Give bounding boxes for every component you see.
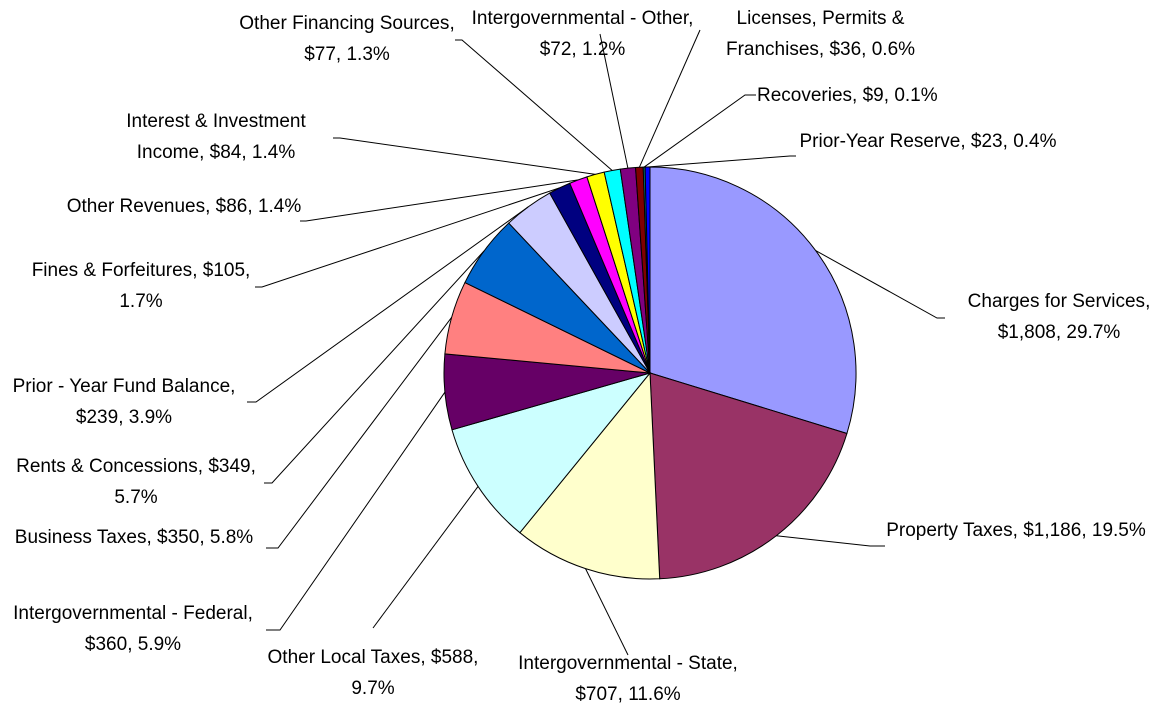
data-label: Fines & Forfeitures, $105, 1.7% [31, 260, 251, 312]
label-category: Business Taxes [14, 527, 147, 548]
label-category: Intergovernmental - Other [471, 8, 689, 29]
data-label: Interest & Investment Income, $84, 1.4% [126, 111, 306, 163]
pie-slice [451, 372, 652, 534]
data-label: Intergovernmental - Federal, $360, 5.9% [13, 603, 253, 655]
label-percent: 0.4% [1013, 131, 1057, 152]
data-label: Other Local Taxes, $588, 9.7% [267, 647, 479, 699]
label-category: Other Local Taxes [267, 647, 421, 668]
label-value: $77 [304, 44, 336, 65]
data-label: Prior - Year Fund Balance, $239, 3.9% [12, 376, 236, 428]
pie-slice [649, 372, 848, 580]
data-label: Intergovernmental - Other, $72, 1.2% [471, 8, 694, 60]
data-label: Licenses, Permits & Franchises, $36, 0.6… [725, 8, 916, 60]
label-percent: 1.4% [251, 142, 296, 163]
data-label: Other Revenues, $86, 1.4% [66, 196, 302, 217]
leader-line [455, 39, 613, 171]
label-category: Property Taxes [886, 520, 1013, 541]
label-value: $360 [84, 634, 128, 655]
label-value: $105 [202, 260, 246, 281]
label-percent: 11.6% [628, 684, 681, 705]
label-percent: 1.2% [581, 39, 626, 60]
label-percent: 1.7% [119, 291, 163, 312]
label-value: $1,808 [997, 322, 1056, 343]
label-value: $239 [75, 407, 119, 428]
label-category: Recoveries [757, 85, 853, 106]
leader-line [266, 317, 453, 549]
label-category: Licenses, Permits & Franchises [725, 8, 905, 60]
leader-line [266, 391, 446, 631]
label-value: $707 [575, 684, 618, 705]
leader-line [372, 486, 479, 629]
label-value: $36 [829, 39, 862, 60]
label-percent: 5.8% [209, 527, 254, 548]
data-label: Rents & Concessions, $349, 5.7% [16, 456, 256, 508]
label-category: Fines & Forfeitures [31, 260, 193, 281]
leader-line [643, 94, 756, 168]
leader-line [776, 535, 885, 547]
leader-line [647, 155, 796, 168]
pie-slice [649, 166, 857, 435]
label-category: Other Revenues [66, 196, 206, 217]
leader-line [585, 568, 629, 656]
label-percent: 3.9% [128, 407, 173, 428]
label-category: Prior-Year Reserve [799, 131, 961, 152]
label-value: $588 [430, 647, 474, 668]
pie-slice [519, 371, 661, 580]
leader-line [333, 137, 596, 175]
label-category: Other Financing Sources [239, 13, 450, 34]
label-percent: 29.7% [1066, 322, 1121, 343]
label-category: Intergovernmental - Federal [13, 603, 248, 624]
label-percent: 5.9% [137, 634, 182, 655]
label-category: Interest & Investment Income [126, 111, 306, 163]
label-value: $349 [208, 456, 251, 477]
data-label: Business Taxes, $350, 5.8% [14, 527, 254, 548]
leader-line [815, 250, 945, 319]
label-value: $86 [215, 196, 248, 217]
leader-line [599, 33, 629, 169]
leader-line [264, 250, 485, 484]
leader-line [638, 29, 701, 168]
label-percent: 0.6% [871, 39, 916, 60]
label-percent: 19.5% [1091, 520, 1146, 541]
label-value: $1,186 [1023, 520, 1082, 541]
data-label: Property Taxes, $1,186, 19.5% [886, 520, 1146, 541]
leader-line [300, 179, 579, 222]
label-category: Prior - Year Fund Balance [12, 376, 231, 397]
label-value: $9 [862, 85, 884, 106]
label-value: $84 [209, 142, 242, 163]
data-label: Recoveries, $9, 0.1% [757, 85, 938, 106]
label-value: $350 [157, 527, 200, 548]
label-category: Intergovernmental - State [518, 653, 733, 674]
data-label: Intergovernmental - State, $707, 11.6% [518, 653, 738, 705]
data-label: Prior-Year Reserve, $23, 0.4% [799, 131, 1057, 152]
data-label: Other Financing Sources, $77, 1.3% [239, 13, 455, 65]
label-value: $72 [539, 39, 572, 60]
label-percent: 1.4% [257, 196, 302, 217]
label-percent: 1.3% [346, 44, 390, 65]
label-category: Rents & Concessions [16, 456, 198, 477]
label-percent: 0.1% [894, 85, 938, 106]
label-percent: 5.7% [114, 487, 158, 508]
leader-line [247, 206, 529, 403]
label-percent: 9.7% [351, 678, 395, 699]
label-value: $23 [970, 131, 1003, 152]
data-label: Charges for Services, $1,808, 29.7% [967, 291, 1151, 343]
leader-line [255, 187, 560, 288]
label-category: Charges for Services [967, 291, 1146, 312]
